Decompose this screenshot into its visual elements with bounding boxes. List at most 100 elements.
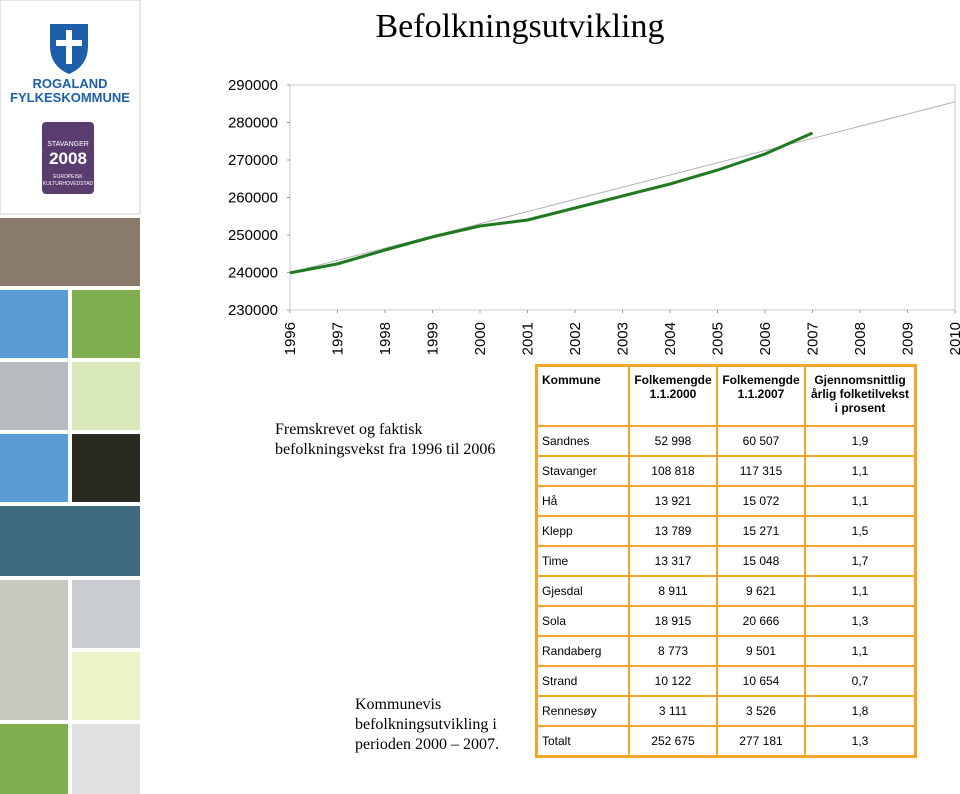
table-row: Gjesdal 8 911 9 621 1,1 (535, 575, 917, 607)
x-tick-label: 2009 (900, 322, 917, 355)
table-row: Rennesøy 3 111 3 526 1,8 (535, 695, 917, 727)
photo (0, 506, 140, 576)
header-cell: Folkemengde 1.1.2000 (628, 364, 718, 427)
x-tick-label: 1999 (425, 322, 442, 355)
table-cell: 108 818 (628, 455, 718, 487)
x-tick-label: 2001 (520, 322, 537, 355)
x-tick-label: 2002 (567, 322, 584, 355)
table: Kommune Folkemengde 1.1.2000 Folkemengde 1… (535, 364, 917, 758)
x-tick-label: 1998 (377, 322, 394, 355)
tile (0, 434, 68, 502)
tile (0, 290, 68, 358)
table-cell: 1,1 (804, 485, 917, 517)
table-cell: 1,5 (804, 515, 917, 547)
table-cell: 13 317 (628, 545, 718, 577)
table-cell: 1,3 (804, 725, 917, 758)
table-cell: Sandnes (535, 425, 630, 457)
table-cell: 1,3 (804, 605, 917, 637)
table-cell: Gjesdal (535, 575, 630, 607)
x-tick-label: 1997 (330, 322, 347, 355)
table-cell: Sola (535, 605, 630, 637)
header-cell: Folkemengde 1.1.2007 (716, 364, 806, 427)
y-tick-label: 260000 (228, 190, 278, 207)
table-cell: 20 666 (716, 605, 806, 637)
table-cell: 3 111 (628, 695, 718, 727)
series-line (289, 101, 956, 273)
y-tick-label: 280000 (228, 115, 278, 132)
table-cell: 18 915 (628, 605, 718, 637)
tile (72, 724, 140, 794)
table-cell: Stavanger (535, 455, 630, 487)
table-cell: 1,1 (804, 575, 917, 607)
table-row: Hå 13 921 15 072 1,1 (535, 485, 917, 517)
table-row: Klepp 13 789 15 271 1,5 (535, 515, 917, 547)
x-tick-label: 2003 (615, 322, 632, 355)
photo (0, 580, 68, 720)
x-tick-label: 2005 (710, 322, 727, 355)
y-tick-label: 240000 (228, 265, 278, 282)
table-row: Totalt 252 675 277 181 1,3 (535, 725, 917, 758)
table-cell: 15 271 (716, 515, 806, 547)
table-row: Strand 10 122 10 654 0,7 (535, 665, 917, 697)
table-row: Sandnes 52 998 60 507 1,9 (535, 425, 917, 457)
table-cell: 1,8 (804, 695, 917, 727)
tile (0, 724, 68, 794)
badge-text: STAVANGER (47, 141, 89, 148)
header-row: Kommune Folkemengde 1.1.2000 Folkemengde 1… (535, 364, 917, 427)
table-row: Sola 18 915 20 666 1,3 (535, 605, 917, 637)
table-cell: 3 526 (716, 695, 806, 727)
table-cell: 1,1 (804, 635, 917, 667)
table-cell: 8 911 (628, 575, 718, 607)
table-cell: 1,7 (804, 545, 917, 577)
table-cell: 0,7 (804, 665, 917, 697)
table-cell: 10 654 (716, 665, 806, 697)
x-tick-label: 2007 (805, 322, 822, 355)
table-caption: Kommunevis befolkningsutvikling i period… (355, 696, 499, 753)
table-cell: 9 501 (716, 635, 806, 667)
badge-text: KULTURHOVEDSTAD (43, 181, 94, 187)
title: Befolkningsutvikling (375, 8, 665, 45)
photo (72, 434, 140, 502)
side-panel: ROGALAND FYLKESKOMMUNE STAVANGER 2008 EU… (0, 0, 141, 794)
y-tick-label: 230000 (228, 302, 278, 319)
x-tick-label: 2008 (852, 322, 869, 355)
table-cell: 117 315 (716, 455, 806, 487)
table-cell: 52 998 (628, 425, 718, 457)
badge-text: 2008 (49, 149, 87, 168)
x-tick-label: 2000 (472, 322, 489, 355)
tile (0, 362, 68, 430)
logo-text: FYLKESKOMMUNE (10, 90, 130, 105)
tile (72, 652, 140, 720)
header-cell: Kommune (535, 364, 630, 427)
table-cell: 15 048 (716, 545, 806, 577)
y-tick-label: 250000 (228, 227, 278, 244)
table-cell: 1,9 (804, 425, 917, 457)
x-tick-label: 2004 (662, 322, 679, 355)
x-tick-label: 2006 (757, 322, 774, 355)
chart: 230000 240000 250000 260000 270000 280000 2900… (228, 77, 960, 355)
tile (72, 580, 140, 648)
series-line (289, 131, 814, 275)
table-cell: Hå (535, 485, 630, 517)
table-cell: 15 072 (716, 485, 806, 517)
badge-text: EUROPEISK (53, 174, 83, 180)
tile (72, 362, 140, 430)
table-cell: 9 621 (716, 575, 806, 607)
table-cell: 13 789 (628, 515, 718, 547)
table-cell: Time (535, 545, 630, 577)
table-cell: Klepp (535, 515, 630, 547)
header-cell: Gjennomsnittlig årlig folketilvekst i pr… (804, 364, 917, 427)
cross (56, 30, 82, 64)
tile (72, 290, 140, 358)
table-cell: Rennesøy (535, 695, 630, 727)
x-tick-label: 1996 (282, 322, 299, 355)
table-cell: 8 773 (628, 635, 718, 667)
table-cell: Randaberg (535, 635, 630, 667)
table-cell: Strand (535, 665, 630, 697)
table-cell: 1,1 (804, 455, 917, 487)
photo (0, 218, 140, 286)
table-row: Time 13 317 15 048 1,7 (535, 545, 917, 577)
y-tick-label: 270000 (228, 152, 278, 169)
table-cell: 252 675 (628, 725, 718, 758)
